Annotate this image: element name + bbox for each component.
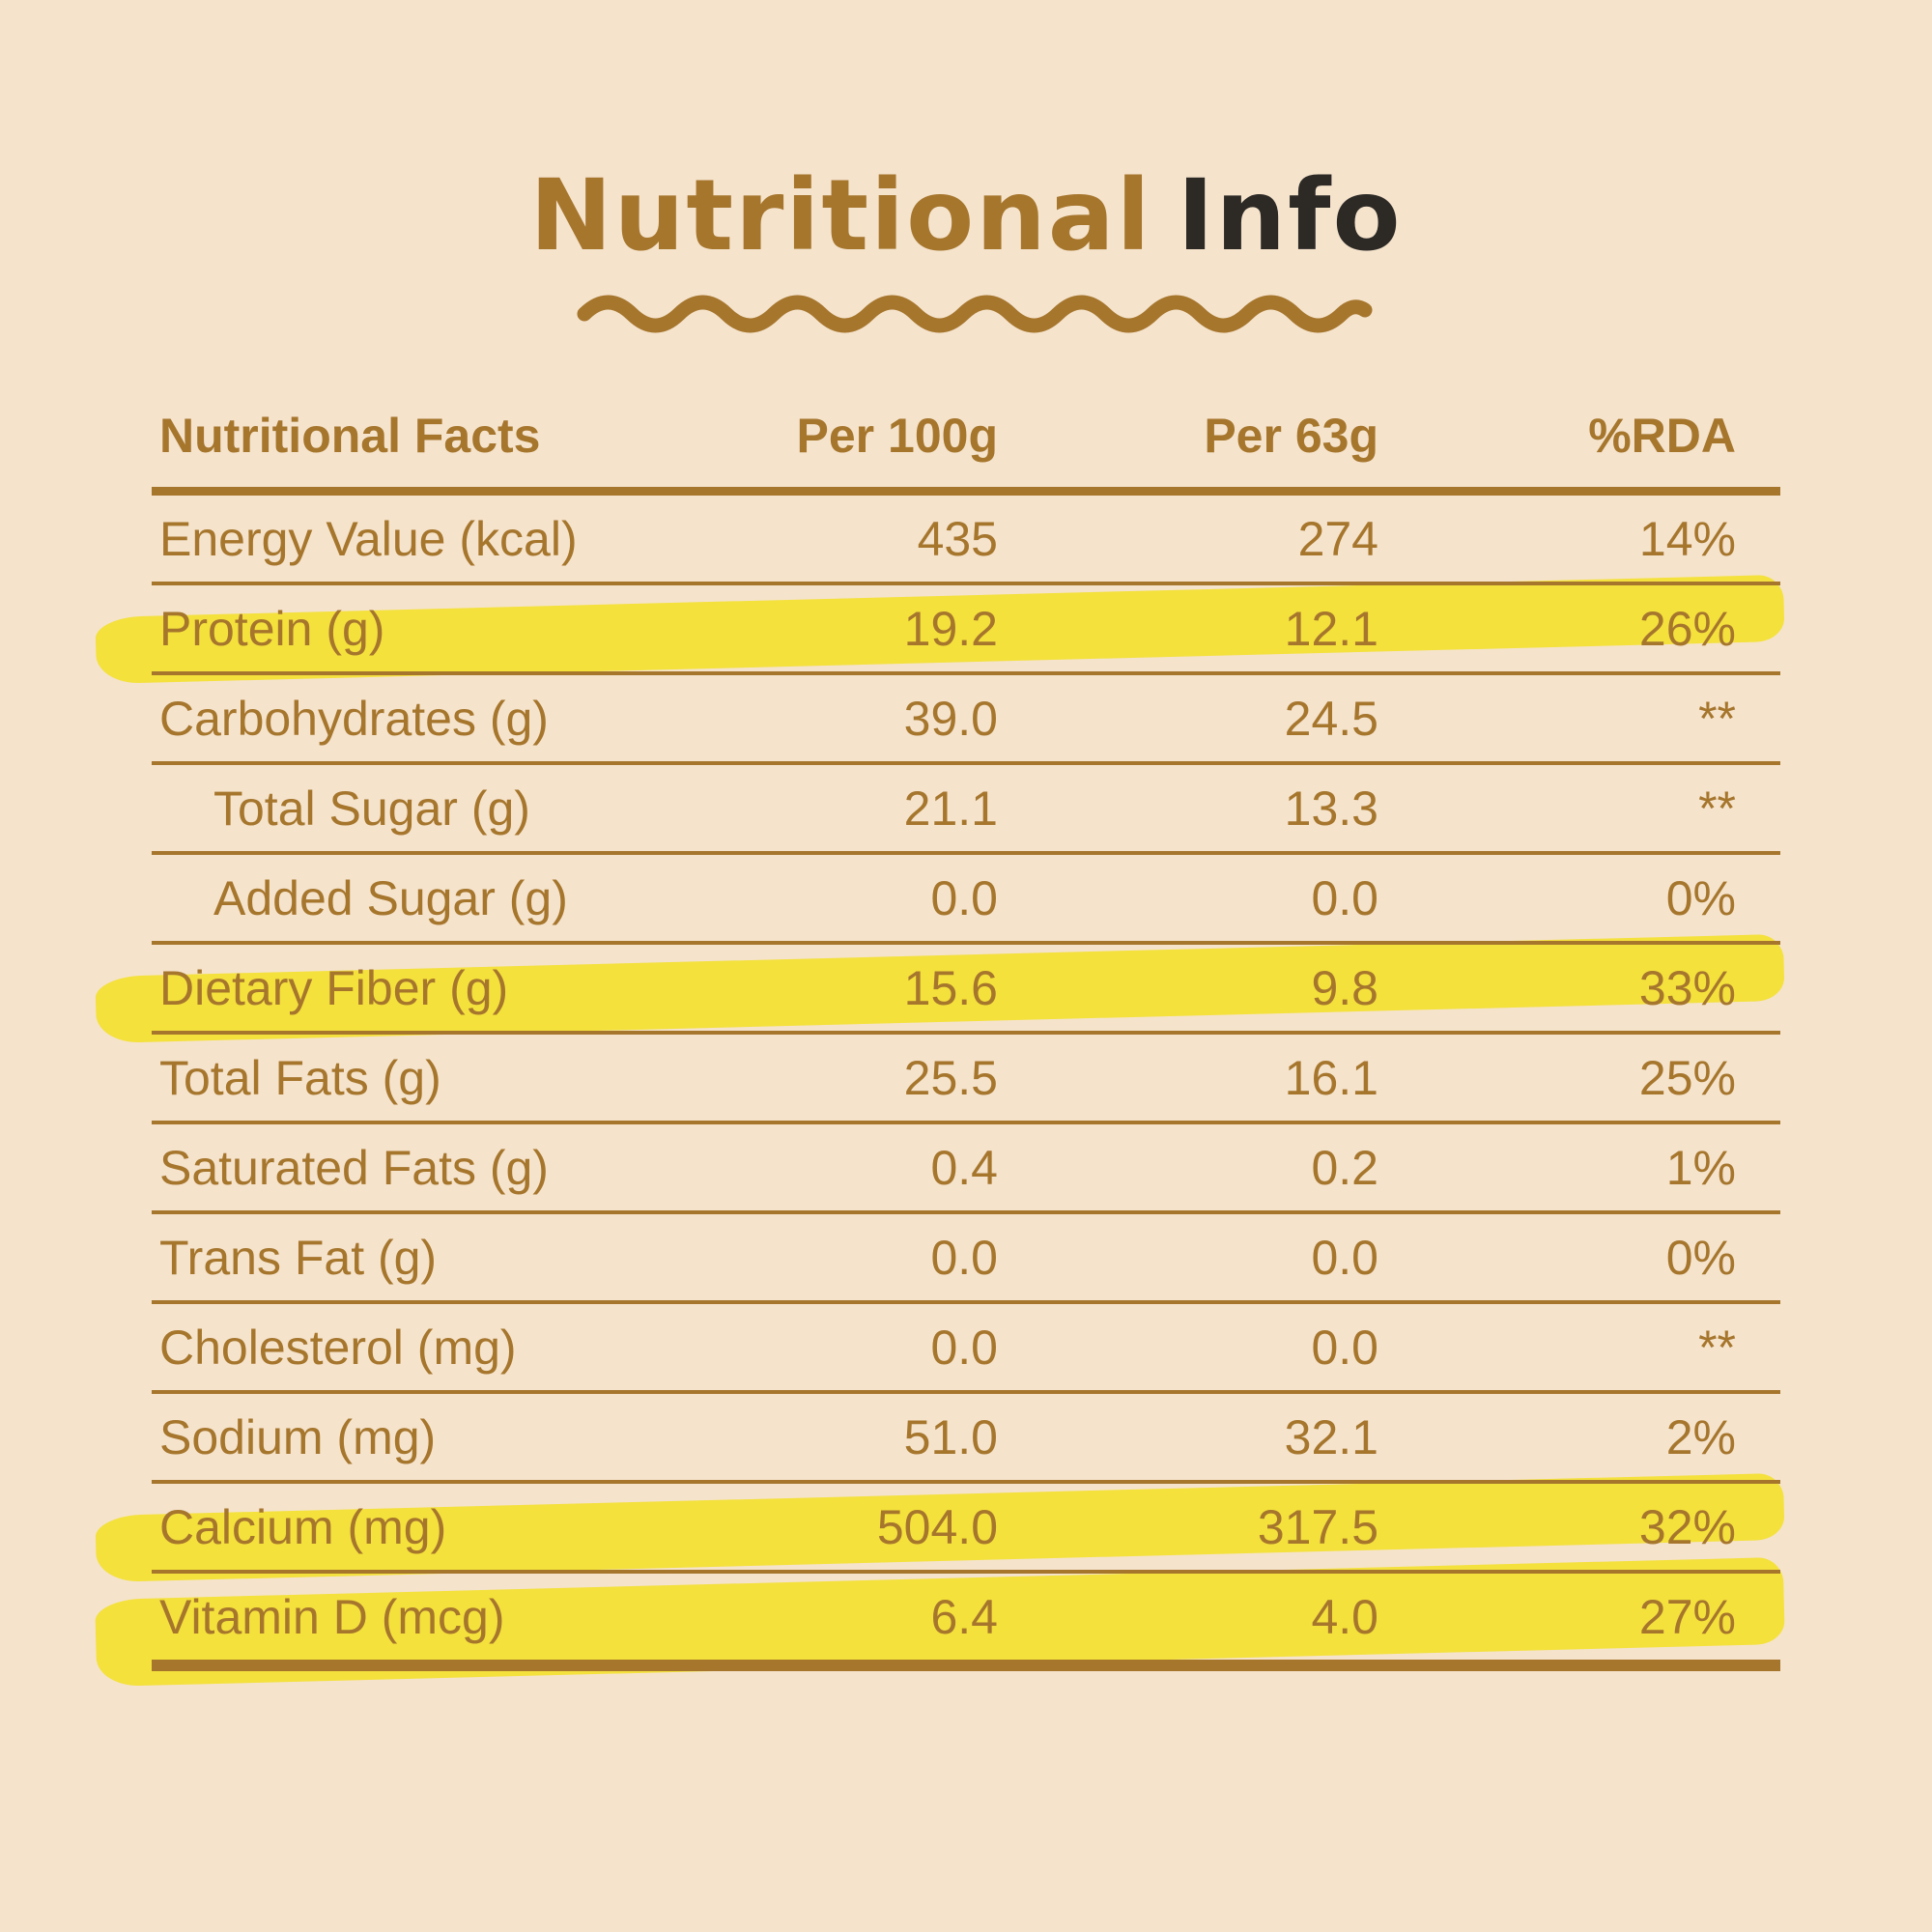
row-per-63g-value: 13.3 bbox=[1284, 781, 1378, 836]
row-label: Dietary Fiber (g) bbox=[159, 960, 509, 1015]
row-per-100g-value: 19.2 bbox=[903, 601, 998, 656]
row-per-63g-value: 32.1 bbox=[1284, 1409, 1378, 1464]
row-label: Trans Fat (g) bbox=[159, 1230, 438, 1285]
row-label: Sodium (mg) bbox=[159, 1409, 437, 1464]
header-per-100g: Per 100g bbox=[796, 409, 998, 463]
row-per-100g-value: 504.0 bbox=[876, 1499, 998, 1554]
row-rda-value: 32% bbox=[1638, 1499, 1736, 1554]
row-per-100g-value: 25.5 bbox=[903, 1050, 998, 1105]
row-label: Protein (g) bbox=[159, 601, 385, 656]
nutrition-table: Nutritional Facts Per 100g Per 63g %RDA … bbox=[95, 406, 1785, 1688]
row-label: Total Sugar (g) bbox=[213, 781, 530, 836]
title-word-info: Info bbox=[1177, 158, 1403, 273]
row-label: Saturated Fats (g) bbox=[159, 1140, 549, 1195]
row-per-100g-value: 51.0 bbox=[903, 1409, 998, 1464]
row-divider bbox=[152, 941, 1780, 945]
table-row: Cholesterol (mg) 0.0 0.0 ** bbox=[152, 1304, 1780, 1390]
table-row: Protein (g) 19.2 12.1 26% bbox=[95, 574, 1785, 685]
row-rda-value: ** bbox=[1698, 691, 1736, 746]
header-rda: %RDA bbox=[1588, 409, 1736, 463]
page-title: Nutritional Info bbox=[0, 161, 1932, 270]
row-per-100g-value: 21.1 bbox=[903, 781, 998, 836]
row-rda-value: ** bbox=[1698, 1320, 1736, 1375]
row-per-63g-value: 0.0 bbox=[1311, 870, 1378, 925]
row-divider bbox=[152, 851, 1780, 855]
table-row: Trans Fat (g) 0.0 0.0 0% bbox=[152, 1214, 1780, 1300]
table-row: Total Fats (g) 25.5 16.1 25% bbox=[152, 1035, 1780, 1121]
row-divider bbox=[152, 1570, 1780, 1574]
table-row: Added Sugar (g) 0.0 0.0 0% bbox=[152, 855, 1780, 941]
row-per-100g-value: 6.4 bbox=[930, 1589, 998, 1644]
row-label: Total Fats (g) bbox=[159, 1050, 441, 1105]
row-per-100g-value: 0.0 bbox=[930, 1320, 998, 1375]
row-label: Vitamin D (mcg) bbox=[159, 1589, 505, 1644]
row-divider bbox=[152, 1390, 1780, 1394]
row-divider bbox=[152, 1210, 1780, 1214]
table-header-row: Nutritional Facts Per 100g Per 63g %RDA bbox=[152, 406, 1780, 466]
row-per-63g-value: 0.0 bbox=[1311, 1230, 1378, 1285]
row-rda-value: 2% bbox=[1665, 1409, 1736, 1464]
row-per-63g-value: 4.0 bbox=[1311, 1589, 1378, 1644]
row-per-63g-value: 0.0 bbox=[1311, 1320, 1378, 1375]
row-per-63g-value: 12.1 bbox=[1284, 601, 1378, 656]
table-row: Total Sugar (g) 21.1 13.3 ** bbox=[152, 765, 1780, 851]
header-nutritional-facts: Nutritional Facts bbox=[159, 409, 541, 463]
squiggle-underline-icon bbox=[577, 295, 1373, 333]
row-divider bbox=[152, 671, 1780, 675]
row-rda-value: 0% bbox=[1665, 870, 1736, 925]
row-per-63g-value: 317.5 bbox=[1257, 1499, 1378, 1554]
row-per-100g-value: 39.0 bbox=[903, 691, 998, 746]
row-divider bbox=[152, 1121, 1780, 1124]
table-row: Saturated Fats (g) 0.4 0.2 1% bbox=[152, 1124, 1780, 1210]
row-divider bbox=[152, 582, 1780, 585]
header-per-63g: Per 63g bbox=[1204, 409, 1378, 463]
row-per-63g-value: 274 bbox=[1297, 511, 1378, 566]
row-rda-value: 0% bbox=[1665, 1230, 1736, 1285]
row-per-63g-value: 24.5 bbox=[1284, 691, 1378, 746]
row-rda-value: 14% bbox=[1638, 511, 1736, 566]
row-rda-value: ** bbox=[1698, 781, 1736, 836]
row-rda-value: 27% bbox=[1638, 1589, 1736, 1644]
row-label: Calcium (mg) bbox=[159, 1499, 447, 1554]
table-row: Energy Value (kcal) 435 274 14% bbox=[152, 496, 1780, 582]
row-rda-value: 1% bbox=[1665, 1140, 1736, 1195]
row-rda-value: 33% bbox=[1638, 960, 1736, 1015]
table-row: Dietary Fiber (g) 15.6 9.8 33% bbox=[95, 933, 1785, 1044]
row-per-100g-value: 435 bbox=[917, 511, 998, 566]
row-per-63g-value: 9.8 bbox=[1311, 960, 1378, 1015]
table-bottom-border bbox=[152, 1660, 1780, 1671]
table-body: Energy Value (kcal) 435 274 14% Protein … bbox=[95, 496, 1785, 1688]
row-divider bbox=[152, 761, 1780, 765]
row-divider bbox=[152, 1300, 1780, 1304]
row-per-100g-value: 0.0 bbox=[930, 870, 998, 925]
table-row: Calcium (mg) 504.0 317.5 32% bbox=[95, 1472, 1785, 1583]
table-row: Vitamin D (mcg) 6.4 4.0 27% bbox=[95, 1556, 1785, 1688]
row-per-100g-value: 15.6 bbox=[903, 960, 998, 1015]
header-divider bbox=[152, 487, 1780, 496]
row-label: Added Sugar (g) bbox=[213, 870, 568, 925]
row-divider bbox=[152, 1031, 1780, 1035]
row-divider bbox=[152, 1480, 1780, 1484]
row-per-100g-value: 0.0 bbox=[930, 1230, 998, 1285]
row-label: Cholesterol (mg) bbox=[159, 1320, 517, 1375]
table-row: Sodium (mg) 51.0 32.1 2% bbox=[152, 1394, 1780, 1480]
row-rda-value: 26% bbox=[1638, 601, 1736, 656]
title-word-nutritional: Nutritional bbox=[529, 158, 1152, 273]
row-per-100g-value: 0.4 bbox=[930, 1140, 998, 1195]
row-rda-value: 25% bbox=[1638, 1050, 1736, 1105]
row-per-63g-value: 0.2 bbox=[1311, 1140, 1378, 1195]
row-label: Carbohydrates (g) bbox=[159, 691, 549, 746]
row-label: Energy Value (kcal) bbox=[159, 511, 578, 566]
row-per-63g-value: 16.1 bbox=[1284, 1050, 1378, 1105]
table-row: Carbohydrates (g) 39.0 24.5 ** bbox=[152, 675, 1780, 761]
